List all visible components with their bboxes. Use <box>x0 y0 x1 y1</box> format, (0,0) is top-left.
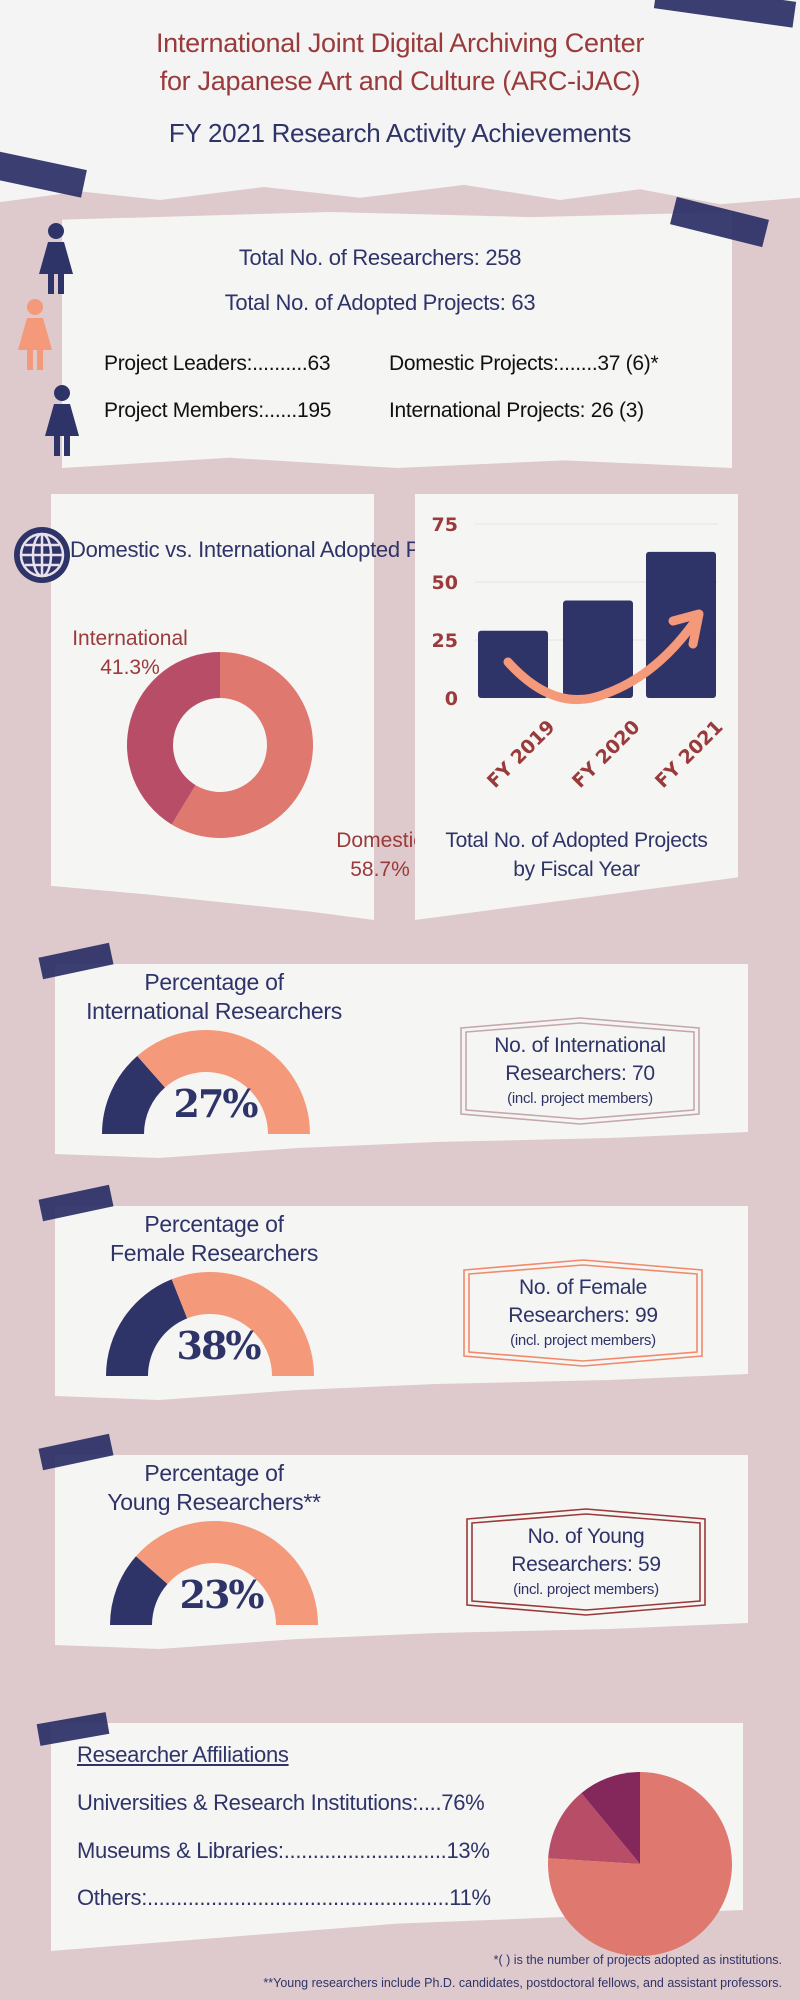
label-international-name: International <box>72 627 188 650</box>
stat-box-line2: Researchers: 70 <box>505 1062 655 1085</box>
stat-box-line2: Researchers: 59 <box>511 1553 661 1576</box>
footnote: **Young researchers include Ph.D. candid… <box>263 1976 782 1990</box>
person-navy-icon <box>45 385 79 456</box>
stat-box-line1: No. of Female <box>519 1276 647 1299</box>
summary-card <box>62 212 732 468</box>
gauge-fill-segment <box>110 1556 168 1625</box>
gauge-fill-segment <box>106 1279 188 1376</box>
gauge-title: Percentage of International Researchers <box>44 968 384 1026</box>
bar-chart-title: Total No. of Adopted Projects by Fiscal Y… <box>415 826 738 884</box>
bar-chart-title-line2: by Fiscal Year <box>513 858 640 881</box>
affiliation-row: Museums & Libraries:....................… <box>77 1838 490 1863</box>
gauge-remaining-segment <box>171 1272 314 1376</box>
total-researchers: Total No. of Researchers: 258 <box>238 245 522 270</box>
stat-box-note: (incl. project members) <box>510 1332 656 1349</box>
stat-box-line1: No. of Young <box>527 1525 645 1548</box>
label-international-value: 41.3% <box>100 656 160 679</box>
project-members: Project Members:......195 <box>104 399 332 422</box>
gauge-chart <box>110 1521 318 1625</box>
page-title-line2: for Japanese Art and Culture (ARC-iJAC) <box>159 66 641 96</box>
label-domestic-value: 58.7% <box>350 858 410 881</box>
y-tick-label: 50 <box>432 572 458 594</box>
gauge-title-line1: Percentage of <box>144 969 284 995</box>
x-tick-label: FY 2021 <box>651 716 728 793</box>
affiliation-row: Universities & Research Institutions:...… <box>77 1790 485 1815</box>
donut-title: Domestic vs. International Adopted Proje… <box>70 535 483 564</box>
bar-chart: 0 25 50 75 FY 2019 FY 2020 FY 2021 <box>432 514 728 793</box>
y-tick-label: 75 <box>432 514 458 536</box>
page-subtitle: FY 2021 Research Activity Achievements <box>168 118 632 148</box>
total-projects: Total No. of Adopted Projects: 63 <box>224 290 536 315</box>
gauge-title: Percentage of Female Researchers <box>44 1210 384 1268</box>
stat-box-text: No. of Female Researchers: 99 (incl. proje… <box>462 1274 704 1352</box>
footnote: *( ) is the number of projects adopted a… <box>493 1953 782 1967</box>
affiliations-heading: Researcher Affiliations <box>77 1742 289 1767</box>
stat-box-note: (incl. project members) <box>507 1090 653 1107</box>
stat-box-frame <box>463 1259 703 1367</box>
label-domestic: Domestic 58.7% <box>315 826 445 884</box>
label-domestic-name: Domestic <box>336 829 424 852</box>
bar-chart-title-line1: Total No. of Adopted Projects <box>445 829 708 852</box>
gauge-chart <box>106 1272 314 1376</box>
y-tick-label: 0 <box>445 688 458 710</box>
label-international: International 41.3% <box>60 624 200 682</box>
gauge-title-line1: Percentage of <box>144 1211 284 1237</box>
y-tick-label: 25 <box>432 630 458 652</box>
stat-box-text: No. of International Researchers: 70 (incl… <box>459 1032 701 1110</box>
stat-box-text: No. of Young Researchers: 59 (incl. projec… <box>465 1523 707 1601</box>
gauge-value: 27% <box>173 1081 259 1126</box>
gauge-value: 23% <box>179 1572 265 1617</box>
person-navy-icon <box>39 223 73 294</box>
gauge-title-line2: Female Researchers <box>109 1240 319 1266</box>
stat-box-frame <box>466 1508 706 1616</box>
stat-box-frame <box>460 1017 700 1125</box>
stat-box-line1: No. of International <box>494 1034 666 1057</box>
arrowhead-icon <box>668 609 704 649</box>
gauge-chart <box>102 1030 310 1134</box>
globe-icon <box>14 527 70 583</box>
page-title-line1: International Joint Digital Archiving Ce… <box>155 28 645 58</box>
x-tick-label: FY 2019 <box>483 716 560 793</box>
person-orange-icon <box>18 299 52 370</box>
bar-fy-2021 <box>646 551 716 698</box>
gauge-title: Percentage of Young Researchers** <box>44 1459 384 1517</box>
project-leaders: Project Leaders:..........63 <box>104 352 331 375</box>
stat-box-note: (incl. project members) <box>513 1581 659 1598</box>
gauge-remaining-segment <box>137 1030 310 1134</box>
bar-fy-2020 <box>563 600 633 698</box>
gauge-title-line2: International Researchers <box>86 998 342 1024</box>
header-banner <box>0 0 800 205</box>
international-projects: International Projects: 26 (3) <box>389 399 644 422</box>
gauge-fill-segment <box>102 1055 165 1134</box>
gauge-title-line2: Young Researchers** <box>107 1489 321 1515</box>
gauge-value: 38% <box>176 1323 262 1368</box>
gauge-title-line1: Percentage of <box>144 1460 284 1486</box>
gauge-remaining-segment <box>135 1521 318 1625</box>
affiliation-row: Others:.................................… <box>77 1885 491 1910</box>
trend-arrow-icon <box>503 619 698 705</box>
x-tick-label: FY 2020 <box>568 716 645 793</box>
stat-box-line2: Researchers: 99 <box>508 1304 658 1327</box>
domestic-projects: Domestic Projects:.......37 (6)* <box>389 352 659 375</box>
donut-title-text: Domestic vs. International Adopted Proje… <box>70 537 483 562</box>
